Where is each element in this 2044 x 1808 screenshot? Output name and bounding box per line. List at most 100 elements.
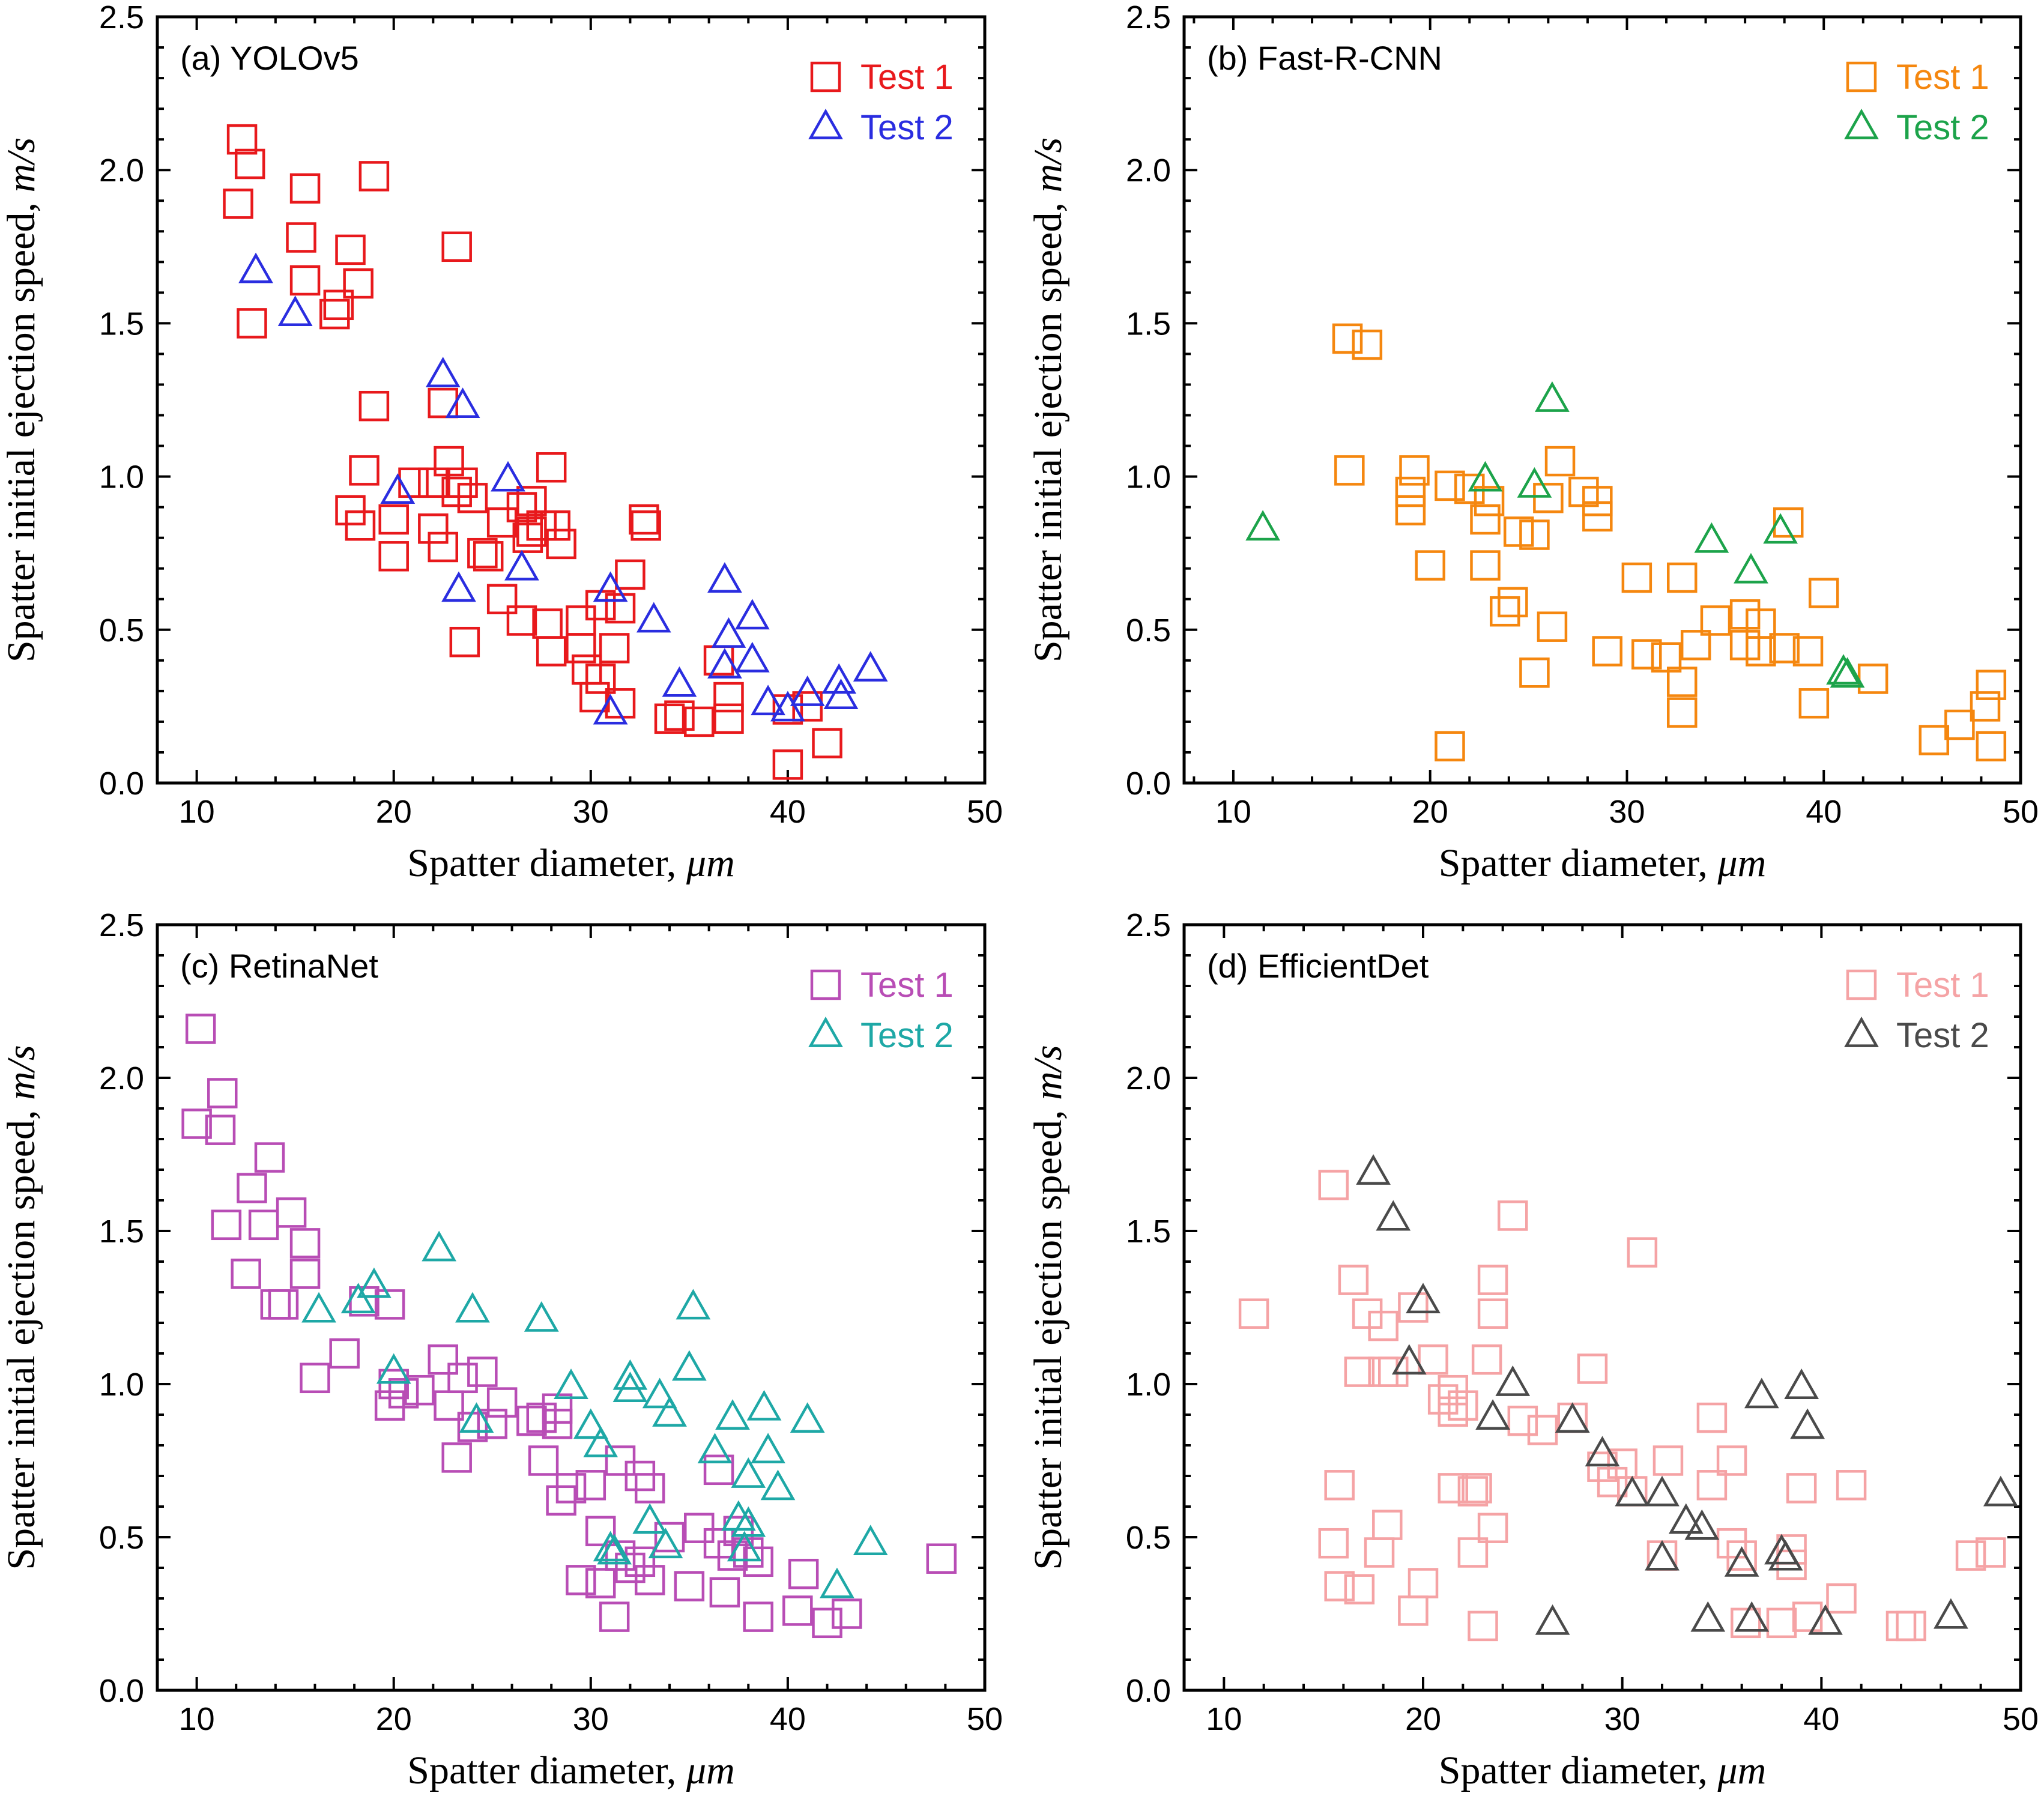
data-point — [289, 265, 321, 296]
data-point — [1495, 1365, 1531, 1396]
data-point — [441, 231, 472, 262]
x-tick-label: 30 — [573, 1701, 609, 1737]
panel-title: (d) EfficientDet — [1207, 947, 1429, 985]
data-point — [1438, 1374, 1468, 1406]
y-tick-label: 2.5 — [99, 0, 144, 35]
data-point — [457, 483, 488, 513]
data-point — [434, 1390, 464, 1421]
legend-square-icon — [1846, 61, 1877, 92]
data-point — [1468, 1610, 1498, 1642]
data-point — [770, 691, 805, 722]
legend-square-icon — [810, 61, 841, 92]
x-tick-label: 30 — [573, 794, 609, 830]
y-axis-label: Spatter initial ejection speed, m/s — [0, 138, 43, 662]
data-point — [812, 1607, 842, 1639]
data-point — [1490, 596, 1520, 627]
data-point — [605, 593, 636, 624]
data-point — [223, 189, 253, 219]
data-point — [629, 504, 659, 535]
data-point — [528, 1445, 559, 1476]
data-point — [1617, 1476, 1648, 1507]
data-point — [1448, 1390, 1478, 1421]
y-tick-label: 0.5 — [99, 612, 144, 649]
data-point — [506, 605, 537, 636]
data-point — [418, 467, 449, 498]
y-tick-label: 0.5 — [1126, 1520, 1171, 1556]
y-tick-label: 2.5 — [1126, 0, 1171, 35]
data-point — [1666, 697, 1698, 728]
data-point — [731, 1457, 766, 1488]
data-point — [1773, 507, 1804, 538]
x-tick-label: 50 — [2003, 1701, 2039, 1737]
data-point — [1666, 562, 1698, 593]
data-point — [378, 541, 409, 572]
legend-label: Test 1 — [1896, 966, 1989, 1005]
data-point — [662, 666, 697, 697]
legend-label: Test 1 — [860, 58, 954, 97]
data-point — [486, 1387, 518, 1418]
legend: Test 1 Test 2 — [1844, 966, 1989, 1055]
data-point — [357, 1267, 392, 1298]
data-point — [181, 1108, 212, 1139]
legend-label: Test 1 — [1896, 58, 1989, 97]
data-point — [926, 1543, 957, 1574]
data-point — [447, 467, 478, 498]
data-point — [1696, 1402, 1728, 1433]
data-point — [234, 148, 265, 180]
panel-a: 10 20 30 40 50 0.0 0.5 1.0 1.5 2.0 2.5 Spatter diam… — [0, 0, 1003, 885]
data-point — [612, 1359, 648, 1390]
data-point — [715, 1399, 750, 1430]
data-point — [597, 1534, 632, 1565]
data-point — [504, 549, 539, 581]
data-point — [1744, 1377, 1779, 1409]
data-point — [731, 1506, 766, 1537]
data-point — [707, 648, 742, 679]
data-point — [1746, 636, 1776, 667]
data-point — [674, 1571, 705, 1601]
data-point — [1919, 725, 1950, 755]
data-point — [1976, 1537, 2006, 1568]
data-point — [1368, 1310, 1398, 1341]
legend-triangle-icon — [1844, 1017, 1879, 1047]
data-point — [1587, 1451, 1618, 1482]
data-point — [376, 1353, 411, 1384]
data-point — [1519, 658, 1550, 688]
data-point — [345, 510, 376, 541]
data-point — [760, 1469, 796, 1501]
data-point — [1372, 1510, 1403, 1540]
data-point — [1344, 1356, 1375, 1387]
data-point — [1716, 1528, 1747, 1559]
data-point — [1652, 1445, 1684, 1476]
legend-square-icon — [1846, 969, 1877, 1000]
y-axis-label: Spatter initial ejection speed, m/s — [1026, 1045, 1070, 1570]
data-point — [467, 537, 498, 569]
y-tick-label: 2.5 — [1126, 907, 1171, 943]
data-point — [1438, 1396, 1468, 1427]
data-point — [1245, 510, 1280, 541]
data-point — [1792, 636, 1824, 667]
data-point — [615, 1552, 646, 1583]
data-point — [593, 1531, 628, 1562]
data-point — [289, 173, 321, 204]
x-tick-label: 10 — [1206, 1701, 1242, 1737]
data-point — [207, 1078, 238, 1108]
data-point — [684, 706, 715, 737]
data-point — [398, 467, 429, 498]
data-point — [707, 562, 742, 593]
data-point — [1475, 1399, 1510, 1430]
data-point — [790, 676, 825, 706]
data-point — [1726, 1540, 1757, 1571]
data-point — [1983, 1475, 2018, 1507]
data-point — [358, 390, 390, 422]
data-point — [1470, 504, 1501, 535]
y-tick-label: 2.5 — [99, 907, 144, 943]
data-point — [516, 1405, 547, 1436]
data-point — [853, 651, 888, 682]
data-point — [1826, 654, 1861, 685]
data-point — [1615, 1475, 1650, 1507]
panel-b: 10 20 30 40 50 0.0 0.5 1.0 1.5 2.0 2.5 Spatter diam… — [1026, 0, 2039, 885]
data-point — [1592, 636, 1622, 667]
x-tick-label: 50 — [2003, 794, 2039, 830]
data-point — [812, 728, 842, 758]
data-point — [1646, 1540, 1678, 1571]
